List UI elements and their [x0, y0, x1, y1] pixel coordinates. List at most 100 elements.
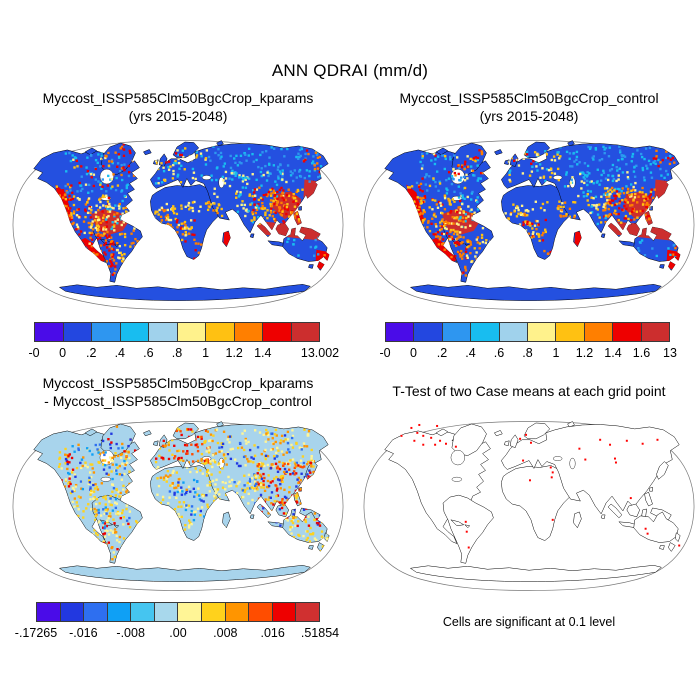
colorbar-tick-label: .4 — [114, 346, 126, 360]
lake — [451, 476, 462, 482]
colorbar-tick-label: 1.2 — [575, 346, 594, 360]
colorbar-tick-label: 0 — [410, 346, 417, 360]
colorbar-segment — [177, 323, 206, 341]
panel-title: Myccost_ISSP585Clm50BgcCrop_kparams (yrs… — [10, 90, 346, 125]
lake — [100, 476, 111, 482]
colorbar-segment — [249, 603, 273, 621]
world-map-svg — [12, 140, 344, 310]
colorbar-tick-label: .8 — [522, 346, 533, 360]
colorbar-kparams: -0 0 .2 .4 .6 .8 1 1.2 1.4 13.002 — [28, 322, 339, 364]
world-map-kparams — [10, 136, 346, 314]
colorbar-segment — [291, 323, 319, 341]
panel-title-line2: - Myccost_ISSP585Clm50BgcCrop_control — [44, 392, 312, 409]
world-map-svg — [363, 140, 695, 310]
colorbar-tick-label: .8 — [171, 346, 183, 360]
panel-title-line2: (yrs 2015-2048) — [128, 107, 228, 124]
colorbar-segment — [120, 323, 149, 341]
panel-title-line1: Myccost_ISSP585Clm50BgcCrop_kparams — [42, 90, 314, 106]
colorbar-segment — [37, 603, 61, 621]
significant-cells-group — [400, 423, 681, 549]
panel-control: Myccost_ISSP585Clm50BgcCrop_control (yrs… — [361, 90, 697, 375]
colorbar-segment — [471, 323, 500, 341]
lake — [569, 457, 576, 470]
colorbar-scale — [34, 322, 320, 342]
colorbar-difference: -.17265 -.016 -.008 .00 .008 .016 .51854 — [15, 602, 339, 644]
colorbar-tick-labels: -0 0 .2 .4 .6 .8 1 1.2 1.4 1.6 13 — [379, 346, 677, 362]
lake — [202, 175, 212, 180]
colorbar-segment — [131, 603, 155, 621]
colorbar-segment — [499, 323, 529, 341]
panel-title-line1: Myccost_ISSP585Clm50BgcCrop_kparams — [42, 375, 314, 391]
colorbar-tick-label: -0 — [28, 346, 40, 360]
colorbar-segment — [154, 603, 179, 621]
panel-title-line1: Myccost_ISSP585Clm50BgcCrop_control — [399, 90, 659, 106]
colorbar-segment — [584, 323, 614, 341]
colorbar-tick-label: -0 — [379, 346, 391, 360]
land-group — [384, 421, 681, 582]
colorbar-tick-label: -.17265 — [14, 626, 58, 640]
colorbar-segment — [528, 323, 557, 341]
panel-title-line1: T-Test of two Case means at each grid po… — [392, 383, 666, 399]
colorbar-segment — [263, 323, 292, 341]
colorbar-tick-label: .2 — [436, 346, 448, 360]
colorbar-segment — [556, 323, 585, 341]
colorbar-segment — [442, 323, 472, 341]
colorbar-tick-label: 1 — [552, 346, 560, 360]
colorbar-segment — [84, 603, 108, 621]
world-map-control — [361, 136, 697, 314]
colorbar-tick-label: 1.4 — [604, 346, 622, 360]
panel-title: Myccost_ISSP585Clm50BgcCrop_kparams - My… — [10, 375, 346, 410]
colorbar-segment — [613, 323, 642, 341]
colorbar-tick-label: 13.002 — [300, 346, 340, 360]
colorbar-segment — [92, 323, 121, 341]
colorbar-tick-label: .6 — [493, 346, 505, 360]
panel-kparams: Myccost_ISSP585Clm50BgcCrop_kparams (yrs… — [10, 90, 346, 375]
world-map-ttest — [361, 417, 697, 595]
colorbar-segment — [272, 603, 297, 621]
colorbar-tick-labels: -0 0 .2 .4 .6 .8 1 1.2 1.4 13.002 — [28, 346, 339, 362]
colorbar-segment — [206, 323, 235, 341]
lake — [553, 456, 563, 461]
panel-ttest: T-Test of two Case means at each grid po… — [361, 375, 697, 660]
colorbar-segment — [386, 323, 415, 341]
colorbar-segment — [641, 323, 670, 341]
colorbar-scale — [385, 322, 670, 342]
lake — [450, 449, 465, 466]
colorbar-tick-label: 1.2 — [225, 346, 243, 360]
colorbar-segment — [202, 603, 226, 621]
colorbar-tick-label: .00 — [169, 626, 187, 640]
colorbar-segment — [234, 323, 263, 341]
colorbar-tick-label: -.008 — [116, 626, 145, 640]
colorbar-tick-label: .016 — [260, 626, 285, 640]
colorbar-tick-label: .51854 — [300, 626, 340, 640]
lake — [553, 175, 563, 180]
figure-title: ANN QDRAI (mm/d) — [271, 61, 429, 80]
colorbar-tick-label: .4 — [465, 346, 476, 360]
world-map-svg — [12, 421, 344, 591]
colorbar-tick-label: .008 — [213, 626, 238, 640]
colorbar-tick-label: 1.4 — [254, 346, 272, 360]
colorbar-segment — [60, 603, 85, 621]
colorbar-tick-label: .6 — [143, 346, 154, 360]
colorbar-segment — [414, 323, 443, 341]
colorbar-scale — [36, 602, 320, 622]
colorbar-segment — [296, 603, 319, 621]
panel-title: T-Test of two Case means at each grid po… — [361, 383, 697, 401]
colorbar-tick-label: 1.6 — [632, 346, 651, 360]
colorbar-segment — [225, 603, 250, 621]
colorbar-control: -0 0 .2 .4 .6 .8 1 1.2 1.4 1.6 13 — [379, 322, 677, 364]
panel-title: Myccost_ISSP585Clm50BgcCrop_control (yrs… — [361, 90, 697, 125]
colorbar-segment — [35, 323, 64, 341]
colorbar-tick-label: 0 — [59, 346, 67, 360]
colorbar-segment — [63, 323, 92, 341]
panel-difference: Myccost_ISSP585Clm50BgcCrop_kparams - My… — [10, 375, 346, 660]
colorbar-segment — [149, 323, 178, 341]
colorbar-segment — [178, 603, 203, 621]
colorbar-segment — [107, 603, 132, 621]
world-map-svg — [363, 421, 695, 591]
colorbar-tick-labels: -.17265 -.016 -.008 .00 .008 .016 .51854 — [15, 626, 339, 642]
lake — [99, 168, 114, 185]
colorbar-tick-label: -.016 — [69, 626, 98, 640]
world-map-difference — [10, 417, 346, 595]
